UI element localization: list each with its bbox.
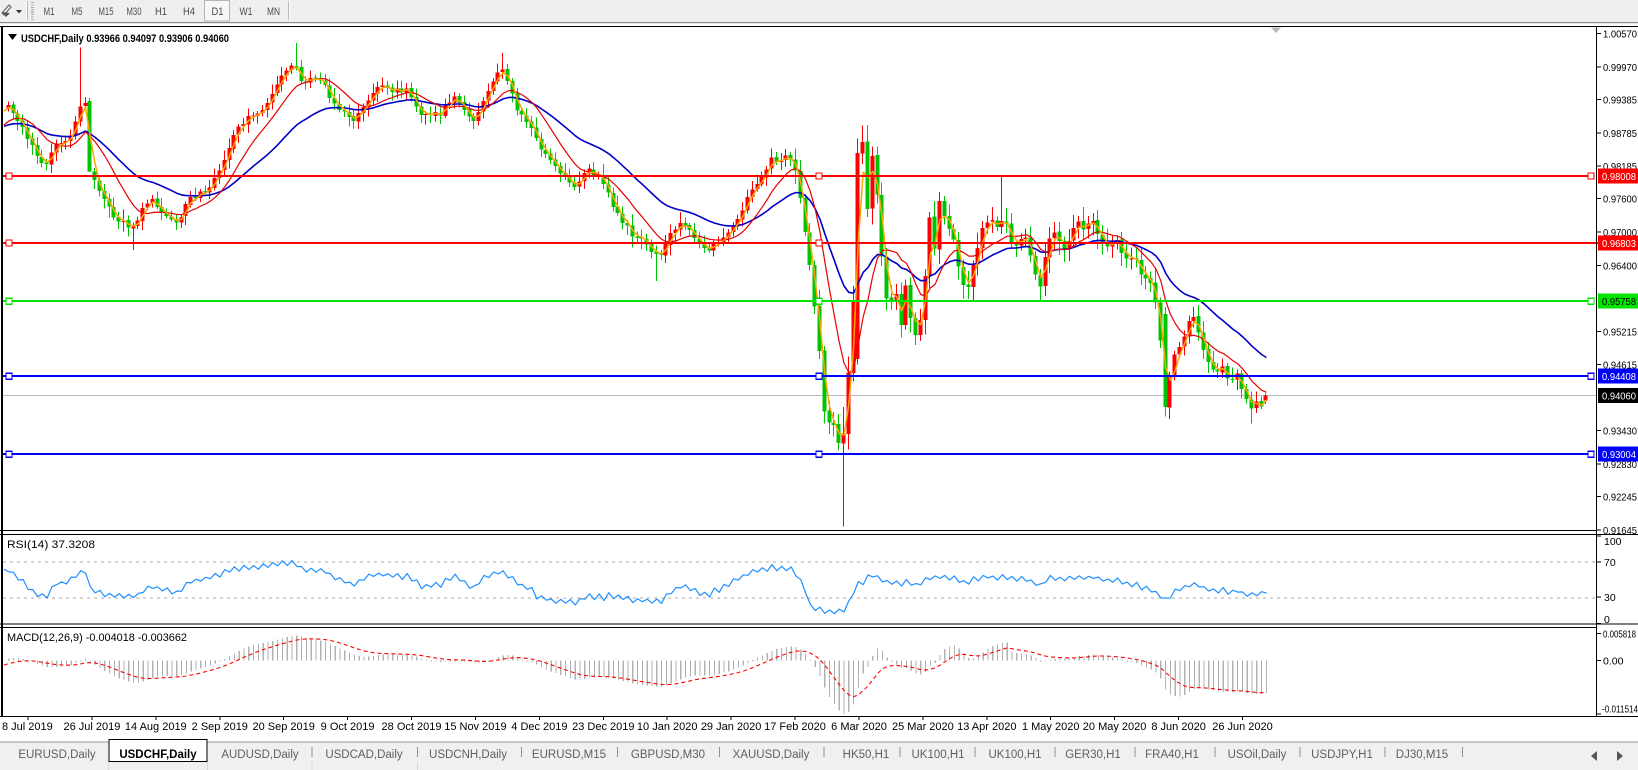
svg-text:MACD(12,26,9) -0.004018 -0.003: MACD(12,26,9) -0.004018 -0.003662 bbox=[7, 632, 187, 644]
svg-text:MN: MN bbox=[267, 6, 280, 18]
svg-text:0.91645: 0.91645 bbox=[1603, 525, 1637, 537]
svg-text:0.95215: 0.95215 bbox=[1603, 326, 1637, 338]
svg-text:26 Jul 2019: 26 Jul 2019 bbox=[63, 721, 120, 733]
svg-text:M15: M15 bbox=[99, 6, 114, 18]
svg-text:-0.011514: -0.011514 bbox=[1602, 704, 1638, 716]
svg-text:FRA40,H1: FRA40,H1 bbox=[1145, 749, 1199, 761]
svg-text:23 Dec 2019: 23 Dec 2019 bbox=[572, 721, 634, 733]
svg-text:0.98785: 0.98785 bbox=[1603, 128, 1637, 140]
svg-text:28 Oct 2019: 28 Oct 2019 bbox=[382, 721, 442, 733]
svg-text:0.97600: 0.97600 bbox=[1603, 194, 1637, 206]
svg-text:0.00: 0.00 bbox=[1603, 655, 1624, 667]
svg-text:13 Apr 2020: 13 Apr 2020 bbox=[957, 721, 1016, 733]
svg-text:6 Mar 2020: 6 Mar 2020 bbox=[831, 721, 887, 733]
svg-text:8 Jun 2020: 8 Jun 2020 bbox=[1151, 721, 1205, 733]
svg-text:0.94408: 0.94408 bbox=[1602, 371, 1636, 383]
svg-text:70: 70 bbox=[1604, 557, 1616, 569]
svg-text:USDJPY,H1: USDJPY,H1 bbox=[1311, 749, 1373, 761]
svg-text:14 Aug 2019: 14 Aug 2019 bbox=[125, 721, 187, 733]
svg-text:10 Jan 2020: 10 Jan 2020 bbox=[637, 721, 698, 733]
svg-text:M5: M5 bbox=[72, 6, 83, 18]
svg-text:0.005818: 0.005818 bbox=[1603, 628, 1636, 640]
svg-text:UK100,H1: UK100,H1 bbox=[911, 749, 964, 761]
svg-text:H4: H4 bbox=[183, 6, 195, 18]
svg-text:4 Dec 2019: 4 Dec 2019 bbox=[511, 721, 567, 733]
svg-text:DJ30,M15: DJ30,M15 bbox=[1396, 749, 1448, 761]
svg-text:0.92830: 0.92830 bbox=[1603, 459, 1637, 471]
svg-text:20 May 2020: 20 May 2020 bbox=[1083, 721, 1147, 733]
svg-text:29 Jan 2020: 29 Jan 2020 bbox=[701, 721, 762, 733]
svg-text:8 Jul 2019: 8 Jul 2019 bbox=[2, 721, 53, 733]
svg-text:D1: D1 bbox=[212, 6, 224, 18]
svg-text:0.92245: 0.92245 bbox=[1603, 491, 1637, 503]
svg-text:0.95758: 0.95758 bbox=[1602, 296, 1636, 308]
svg-text:100: 100 bbox=[1604, 536, 1622, 548]
svg-text:0.94060: 0.94060 bbox=[1602, 391, 1636, 403]
svg-text:9 Oct 2019: 9 Oct 2019 bbox=[321, 721, 375, 733]
svg-text:0.99385: 0.99385 bbox=[1603, 94, 1637, 106]
svg-text:EURUSD,M15: EURUSD,M15 bbox=[532, 749, 606, 761]
svg-text:1 May 2020: 1 May 2020 bbox=[1022, 721, 1079, 733]
svg-text:15 Nov 2019: 15 Nov 2019 bbox=[444, 721, 506, 733]
svg-text:30: 30 bbox=[1604, 592, 1616, 604]
svg-text:H1: H1 bbox=[155, 6, 167, 18]
svg-text:0.93430: 0.93430 bbox=[1603, 426, 1637, 438]
svg-text:20 Sep 2019: 20 Sep 2019 bbox=[253, 721, 315, 733]
svg-text:M1: M1 bbox=[44, 6, 55, 18]
svg-text:XAUUSD,Daily: XAUUSD,Daily bbox=[733, 749, 810, 761]
svg-text:2 Sep 2019: 2 Sep 2019 bbox=[192, 721, 248, 733]
svg-text:USDCHF,Daily 0.93966 0.94097: USDCHF,Daily 0.93966 0.94097 0.93906 0.9… bbox=[21, 33, 229, 45]
svg-text:GER30,H1: GER30,H1 bbox=[1065, 749, 1121, 761]
svg-text:GBPUSD,M30: GBPUSD,M30 bbox=[631, 749, 705, 761]
svg-text:RSI(14) 37.3208: RSI(14) 37.3208 bbox=[7, 539, 95, 551]
svg-text:0: 0 bbox=[1604, 614, 1610, 626]
svg-text:26 Jun 2020: 26 Jun 2020 bbox=[1212, 721, 1273, 733]
svg-text:USOil,Daily: USOil,Daily bbox=[1228, 749, 1287, 761]
svg-text:25 Mar 2020: 25 Mar 2020 bbox=[892, 721, 954, 733]
svg-text:HK50,H1: HK50,H1 bbox=[843, 749, 890, 761]
svg-text:EURUSD,Daily: EURUSD,Daily bbox=[18, 749, 96, 761]
svg-text:M30: M30 bbox=[127, 6, 142, 18]
svg-text:UK100,H1: UK100,H1 bbox=[988, 749, 1041, 761]
svg-text:17 Feb 2020: 17 Feb 2020 bbox=[764, 721, 826, 733]
svg-text:USDCNH,Daily: USDCNH,Daily bbox=[429, 749, 507, 761]
svg-text:0.99970: 0.99970 bbox=[1603, 62, 1637, 74]
svg-text:0.96803: 0.96803 bbox=[1602, 238, 1636, 250]
svg-text:1.00570: 1.00570 bbox=[1603, 29, 1637, 41]
svg-text:0.96400: 0.96400 bbox=[1603, 260, 1637, 272]
svg-text:0.93004: 0.93004 bbox=[1602, 449, 1636, 461]
svg-text:W1: W1 bbox=[240, 6, 253, 18]
svg-text:AUDUSD,Daily: AUDUSD,Daily bbox=[221, 749, 299, 761]
svg-text:USDCAD,Daily: USDCAD,Daily bbox=[325, 749, 403, 761]
svg-text:USDCHF,Daily: USDCHF,Daily bbox=[119, 749, 197, 761]
svg-text:0.98008: 0.98008 bbox=[1602, 171, 1636, 183]
